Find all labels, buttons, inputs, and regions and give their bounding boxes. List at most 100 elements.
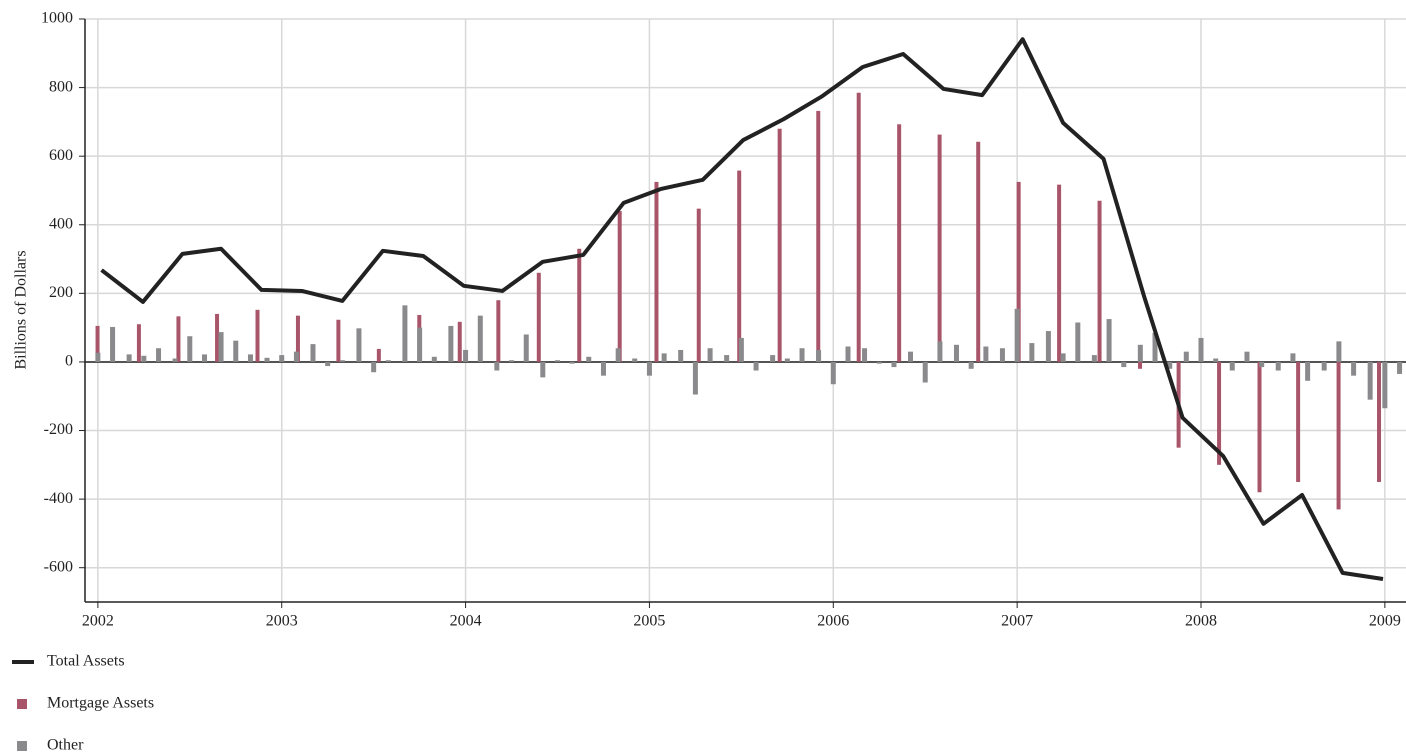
bar bbox=[1091, 355, 1097, 362]
bar bbox=[1377, 361, 1382, 482]
bar bbox=[1106, 319, 1112, 362]
bar bbox=[617, 211, 622, 362]
bar bbox=[156, 348, 162, 362]
bar bbox=[569, 361, 575, 364]
bar bbox=[1183, 351, 1189, 362]
bar bbox=[816, 110, 821, 362]
y-tick-label: 400 bbox=[49, 215, 73, 232]
bar bbox=[402, 305, 408, 362]
bar bbox=[600, 361, 606, 376]
bar bbox=[1060, 353, 1066, 362]
bar bbox=[496, 300, 501, 362]
bar bbox=[1382, 361, 1388, 409]
bar bbox=[1397, 361, 1403, 374]
bar bbox=[417, 327, 423, 362]
bar bbox=[1014, 308, 1020, 362]
bar bbox=[1305, 361, 1311, 381]
y-tick-label: 0 bbox=[65, 353, 73, 370]
bar bbox=[136, 324, 141, 362]
bar bbox=[356, 328, 362, 362]
bar bbox=[1367, 361, 1373, 400]
bar bbox=[1097, 200, 1102, 362]
bar bbox=[494, 361, 500, 371]
bar bbox=[176, 316, 181, 362]
bar bbox=[187, 336, 193, 362]
x-tick-label: 2006 bbox=[817, 613, 849, 630]
bar bbox=[830, 361, 836, 385]
bar bbox=[1275, 361, 1281, 371]
x-tick-label: 2002 bbox=[82, 613, 114, 630]
bar bbox=[799, 348, 805, 362]
bar bbox=[692, 361, 698, 395]
y-tick-label: -400 bbox=[44, 490, 73, 507]
bar bbox=[110, 326, 116, 362]
y-tick-label: 800 bbox=[49, 78, 73, 95]
bar bbox=[1121, 361, 1127, 368]
bar bbox=[95, 352, 101, 362]
bar bbox=[1198, 337, 1204, 362]
bar bbox=[1045, 331, 1051, 362]
bar bbox=[172, 358, 178, 362]
bar bbox=[922, 361, 928, 383]
bar bbox=[540, 361, 546, 378]
bar bbox=[654, 181, 659, 362]
line bbox=[100, 37, 1384, 582]
bar bbox=[95, 325, 100, 362]
bar bbox=[385, 360, 391, 362]
bar bbox=[784, 358, 790, 362]
bar bbox=[632, 358, 638, 362]
bar bbox=[325, 361, 331, 367]
bar bbox=[477, 315, 483, 362]
bar bbox=[1290, 353, 1296, 362]
bar bbox=[1016, 181, 1021, 362]
bar bbox=[976, 141, 981, 362]
bar bbox=[707, 348, 713, 362]
bar bbox=[1213, 358, 1219, 362]
bar bbox=[371, 361, 377, 373]
bar bbox=[279, 355, 285, 362]
x-tick-label: 2003 bbox=[266, 613, 298, 630]
bar bbox=[1296, 361, 1301, 482]
x-tick-label: 2008 bbox=[1185, 613, 1217, 630]
bar bbox=[678, 349, 684, 362]
bar bbox=[1152, 332, 1158, 362]
bar bbox=[215, 313, 220, 362]
bar bbox=[661, 353, 667, 362]
bar bbox=[1138, 361, 1143, 369]
legend-swatch bbox=[17, 699, 27, 709]
bar bbox=[577, 248, 582, 362]
bar bbox=[293, 351, 299, 362]
bar bbox=[1336, 361, 1341, 510]
bar bbox=[126, 354, 132, 362]
y-tick-label: 600 bbox=[49, 147, 73, 164]
bar bbox=[218, 332, 224, 362]
bar bbox=[646, 361, 652, 376]
bar bbox=[777, 128, 782, 362]
bar bbox=[1351, 361, 1357, 376]
bar bbox=[770, 355, 776, 362]
bar bbox=[1057, 184, 1062, 362]
bar bbox=[876, 361, 882, 364]
bar bbox=[908, 351, 914, 362]
bar bbox=[295, 315, 300, 362]
bar bbox=[1257, 361, 1262, 493]
bar bbox=[737, 170, 742, 362]
y-axis-label: Billions of Dollars bbox=[13, 250, 30, 369]
legend-swatch bbox=[17, 741, 27, 751]
x-tick-label: 2005 bbox=[633, 613, 665, 630]
bar bbox=[999, 348, 1005, 362]
legend-label: Total Assets bbox=[47, 653, 125, 670]
bar bbox=[891, 361, 897, 368]
bar bbox=[141, 355, 147, 362]
bar bbox=[968, 361, 974, 369]
x-tick-label: 2007 bbox=[1001, 613, 1033, 630]
bar bbox=[463, 349, 469, 362]
bar bbox=[1167, 361, 1173, 369]
bar bbox=[255, 309, 260, 362]
bar bbox=[816, 349, 822, 362]
x-tick-label: 2004 bbox=[450, 613, 482, 630]
bar bbox=[953, 344, 959, 362]
bar bbox=[724, 355, 730, 362]
bar bbox=[1244, 351, 1250, 362]
